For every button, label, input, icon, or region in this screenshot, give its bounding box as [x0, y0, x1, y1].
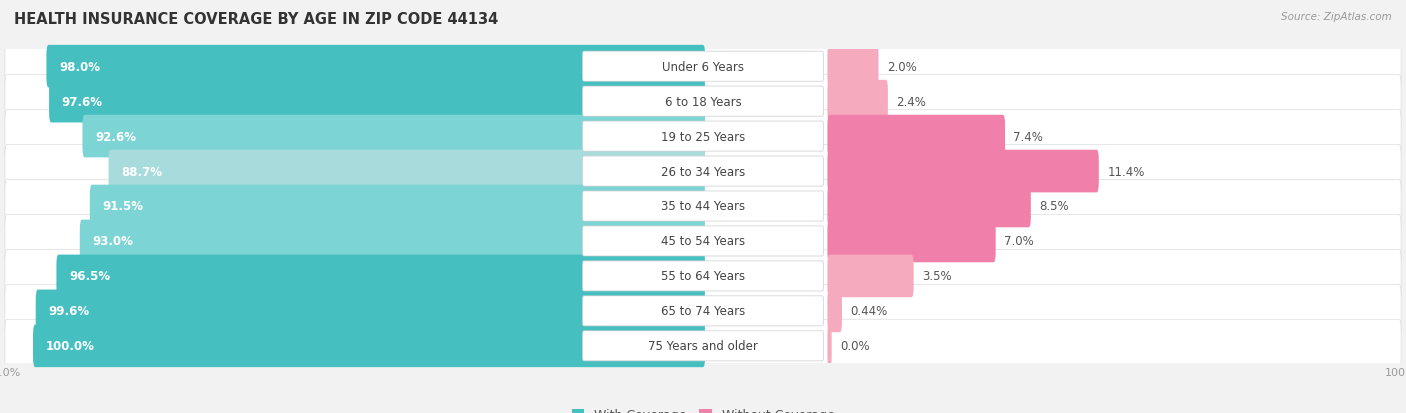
Text: 99.6%: 99.6% — [48, 305, 90, 318]
Text: 45 to 54 Years: 45 to 54 Years — [661, 235, 745, 248]
Text: 97.6%: 97.6% — [62, 95, 103, 108]
FancyBboxPatch shape — [827, 325, 832, 367]
FancyBboxPatch shape — [6, 215, 1400, 268]
FancyBboxPatch shape — [827, 116, 1005, 158]
FancyBboxPatch shape — [6, 180, 1400, 233]
FancyBboxPatch shape — [827, 185, 1031, 228]
Text: 91.5%: 91.5% — [103, 200, 143, 213]
FancyBboxPatch shape — [6, 250, 1400, 303]
FancyBboxPatch shape — [56, 255, 706, 297]
FancyBboxPatch shape — [6, 285, 1400, 338]
FancyBboxPatch shape — [582, 87, 824, 117]
FancyBboxPatch shape — [34, 325, 706, 367]
Text: 92.6%: 92.6% — [96, 130, 136, 143]
Text: 3.5%: 3.5% — [922, 270, 952, 283]
Text: 6 to 18 Years: 6 to 18 Years — [665, 95, 741, 108]
Text: 65 to 74 Years: 65 to 74 Years — [661, 305, 745, 318]
FancyBboxPatch shape — [6, 40, 1400, 93]
Text: Source: ZipAtlas.com: Source: ZipAtlas.com — [1281, 12, 1392, 22]
Text: 96.5%: 96.5% — [69, 270, 110, 283]
FancyBboxPatch shape — [827, 255, 914, 297]
Text: 55 to 64 Years: 55 to 64 Years — [661, 270, 745, 283]
Text: HEALTH INSURANCE COVERAGE BY AGE IN ZIP CODE 44134: HEALTH INSURANCE COVERAGE BY AGE IN ZIP … — [14, 12, 498, 27]
FancyBboxPatch shape — [108, 150, 706, 193]
Text: 8.5%: 8.5% — [1039, 200, 1069, 213]
FancyBboxPatch shape — [6, 320, 1400, 373]
Text: 2.0%: 2.0% — [887, 61, 917, 74]
Text: 88.7%: 88.7% — [121, 165, 162, 178]
Text: 0.0%: 0.0% — [841, 339, 870, 352]
FancyBboxPatch shape — [582, 226, 824, 256]
FancyBboxPatch shape — [582, 52, 824, 82]
FancyBboxPatch shape — [827, 290, 842, 332]
FancyBboxPatch shape — [46, 46, 706, 88]
FancyBboxPatch shape — [582, 157, 824, 187]
FancyBboxPatch shape — [6, 110, 1400, 163]
FancyBboxPatch shape — [582, 192, 824, 221]
Text: 7.0%: 7.0% — [1004, 235, 1033, 248]
FancyBboxPatch shape — [35, 290, 706, 332]
FancyBboxPatch shape — [827, 150, 1099, 193]
FancyBboxPatch shape — [6, 75, 1400, 128]
Text: 26 to 34 Years: 26 to 34 Years — [661, 165, 745, 178]
Legend: With Coverage, Without Coverage: With Coverage, Without Coverage — [567, 404, 839, 413]
FancyBboxPatch shape — [90, 185, 706, 228]
Text: 98.0%: 98.0% — [59, 61, 100, 74]
FancyBboxPatch shape — [827, 46, 879, 88]
Text: 100.0%: 100.0% — [45, 339, 94, 352]
FancyBboxPatch shape — [582, 331, 824, 361]
FancyBboxPatch shape — [582, 261, 824, 291]
Text: Under 6 Years: Under 6 Years — [662, 61, 744, 74]
Text: 93.0%: 93.0% — [93, 235, 134, 248]
FancyBboxPatch shape — [83, 116, 706, 158]
FancyBboxPatch shape — [582, 296, 824, 326]
Text: 19 to 25 Years: 19 to 25 Years — [661, 130, 745, 143]
FancyBboxPatch shape — [49, 81, 706, 123]
FancyBboxPatch shape — [827, 81, 889, 123]
FancyBboxPatch shape — [6, 145, 1400, 198]
FancyBboxPatch shape — [827, 220, 995, 263]
Text: 2.4%: 2.4% — [897, 95, 927, 108]
Text: 0.44%: 0.44% — [851, 305, 887, 318]
Text: 75 Years and older: 75 Years and older — [648, 339, 758, 352]
Text: 7.4%: 7.4% — [1014, 130, 1043, 143]
Text: 11.4%: 11.4% — [1108, 165, 1144, 178]
FancyBboxPatch shape — [80, 220, 706, 263]
FancyBboxPatch shape — [582, 122, 824, 152]
Text: 35 to 44 Years: 35 to 44 Years — [661, 200, 745, 213]
